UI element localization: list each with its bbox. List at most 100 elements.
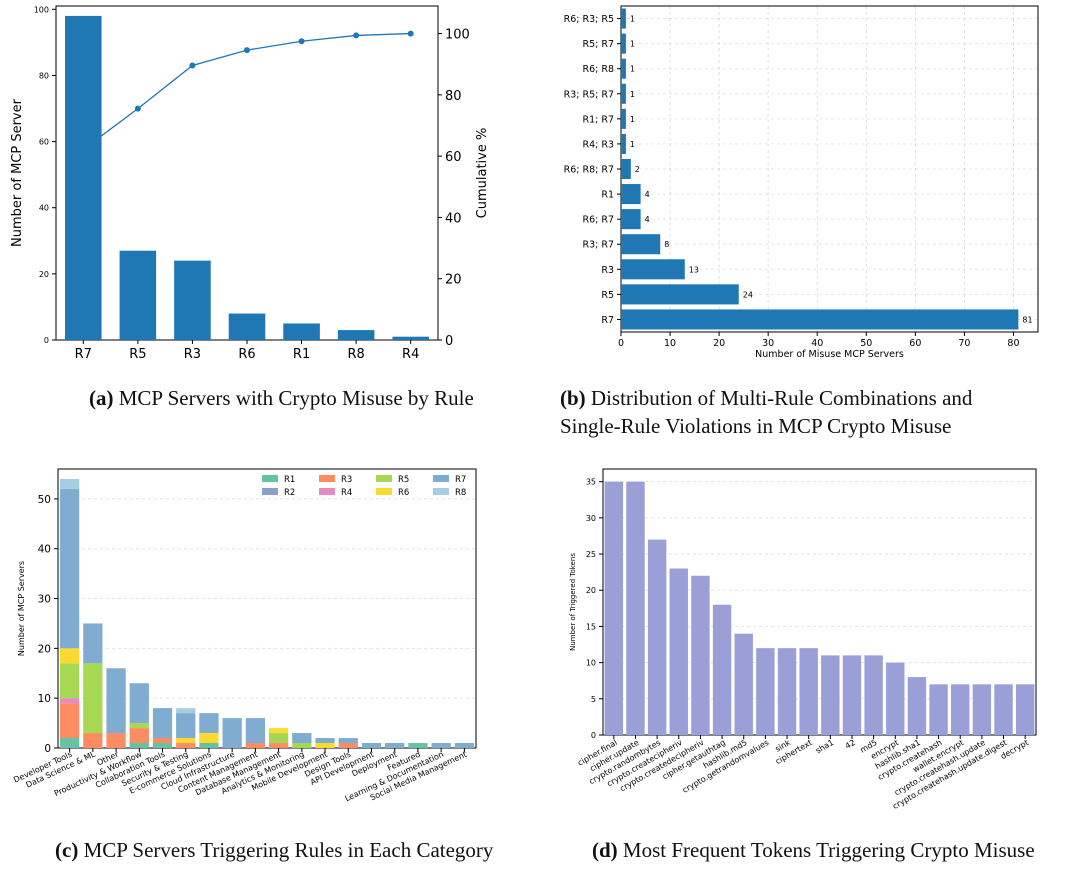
data-label: 1	[630, 15, 635, 24]
bar-r1	[283, 323, 320, 340]
legend-swatch-r5	[376, 475, 392, 482]
bar-developer-tools-r7	[59, 488, 80, 649]
y-tick-label: R6; R8	[582, 64, 614, 75]
y-tick-label: R6; R7	[582, 215, 614, 226]
bar-design-tools-r7	[338, 738, 358, 744]
y-tick-label: 0	[44, 336, 49, 345]
x-tick-label: R6	[238, 347, 255, 362]
caption-c-tag: (c)	[55, 838, 79, 862]
bar-developer-tools-r6	[59, 648, 80, 664]
y-tick-label: 10	[38, 693, 51, 705]
bar-r3-r7	[621, 234, 661, 255]
y-tick-label: R6; R3; R5	[564, 14, 614, 25]
legend-label-r4: R4	[341, 488, 352, 498]
bar-r7	[621, 309, 1019, 330]
chart-d: 0 5 10 15 20 25 30 35 Number of Triggered Tokens…	[569, 468, 1037, 811]
y2-tick-label: 80	[445, 89, 462, 104]
data-label: 81	[1022, 315, 1032, 324]
bar-productivity-workflow-r3	[129, 728, 149, 744]
bar-other-r7	[106, 668, 126, 734]
bar-md5	[864, 655, 883, 735]
y-tick-label: R7	[601, 315, 614, 326]
bar-content-management-r3	[245, 743, 266, 748]
bar-developer-tools-r1	[59, 738, 80, 748]
x-tick-label: R1	[293, 347, 310, 362]
bar-r6-r8	[621, 58, 626, 79]
bar-r4	[392, 336, 429, 340]
bar-analytics-monitoring-r5	[292, 743, 312, 748]
bar-database-management-r6	[268, 728, 289, 734]
legend-label-r2: R2	[284, 488, 295, 498]
bar-42	[842, 655, 862, 735]
bar-r6-r7	[621, 209, 641, 230]
bar-r8	[337, 330, 375, 340]
y-tick-label: 5	[591, 695, 596, 704]
y-tick-label: 40	[38, 544, 51, 556]
cumulative-point	[134, 105, 141, 112]
caption-a-tag: (a)	[89, 386, 114, 410]
bar-r3	[621, 259, 685, 280]
bar-decrypt	[1015, 684, 1035, 735]
data-label: 2	[635, 165, 640, 174]
data-label: 13	[689, 265, 699, 274]
bar-cipher-getauthtag	[712, 604, 732, 735]
bar-productivity-workflow-r1	[129, 743, 149, 748]
y-tick-label: R1; R7	[582, 114, 614, 125]
y-tick-label: 20	[39, 270, 49, 279]
x-tick-label: 0	[618, 338, 624, 349]
bar-other-r3	[106, 733, 126, 748]
data-label: 1	[630, 115, 635, 124]
chart-a: 0 20 40 60 80 100 0 20 40 60 80 100 Number of MCP Se…	[10, 5, 490, 362]
bar-database-management-r5	[268, 733, 289, 744]
legend-label-r5: R5	[398, 475, 409, 485]
caption-c: (c) MCP Servers Triggering Rules in Each…	[55, 836, 493, 864]
legend-swatch-r6	[376, 488, 392, 495]
y-tick-label: R4; R3	[582, 139, 614, 150]
bar-e-commerce-solutions-r7	[199, 713, 219, 734]
bar-api-development-r7	[361, 743, 382, 748]
y-tick-label: R3; R5; R7	[564, 89, 614, 100]
bar-e-commerce-solutions-r1	[199, 743, 219, 748]
caption-b-text-2: Single-Rule Violations in MCP Crypto Mis…	[560, 414, 952, 438]
y-tick-label: 40	[39, 204, 49, 213]
bar-r7	[65, 15, 102, 341]
y-tick-label: 20	[586, 586, 596, 595]
bar-data-science-ml-r5	[83, 663, 103, 734]
y-tick-label: R6; R8; R7	[564, 165, 614, 176]
bar-developer-tools-r3	[59, 703, 80, 739]
bar-r3-r5-r7	[621, 83, 626, 104]
legend-label-r8: R8	[455, 488, 466, 498]
bar-e-commerce-solutions-r6	[199, 733, 219, 744]
x-tick-label: 80	[1007, 338, 1019, 349]
data-label: 4	[645, 215, 650, 224]
y-tick-label: R5; R7	[582, 39, 614, 50]
x-tick-label: 60	[909, 338, 921, 349]
x-axis-label: Number of Misuse MCP Servers	[755, 349, 904, 360]
x-tick-label: 10	[664, 338, 676, 349]
y-tick-label: 30	[38, 594, 51, 606]
bar-analytics-monitoring-r7	[292, 733, 312, 744]
x-tick-label: R5	[129, 347, 146, 362]
y-tick-label: 20	[38, 643, 51, 655]
caption-d: (d) Most Frequent Tokens Triggering Cryp…	[592, 836, 1035, 864]
data-label: 24	[743, 290, 753, 299]
bar-design-tools-r3	[338, 743, 358, 748]
x-tick-label: 40	[811, 338, 823, 349]
y2-tick-label: 40	[445, 211, 462, 226]
caption-d-text: Most Frequent Tokens Triggering Crypto M…	[622, 838, 1035, 862]
x-tick-label: 70	[958, 338, 970, 349]
bar-security-testing-r7	[176, 713, 196, 739]
y-tick-label: 15	[586, 622, 596, 631]
y-tick-label: 80	[39, 71, 49, 80]
x-tick-label: R8	[347, 347, 364, 362]
x-tick-label: 50	[860, 338, 872, 349]
bar-hashlib-sha1	[907, 677, 927, 735]
y-axis-label: Number of MCP Server	[10, 98, 25, 247]
y-axis-label: Number of MCP Servers	[17, 561, 26, 656]
y-tick-label: 100	[34, 5, 49, 14]
caption-b-tag: (b)	[560, 386, 586, 410]
bar-r6	[228, 313, 266, 340]
x-tick-label: 42	[844, 738, 857, 751]
bar-security-testing-r3	[176, 743, 196, 748]
y2-tick-label: 100	[445, 28, 470, 43]
